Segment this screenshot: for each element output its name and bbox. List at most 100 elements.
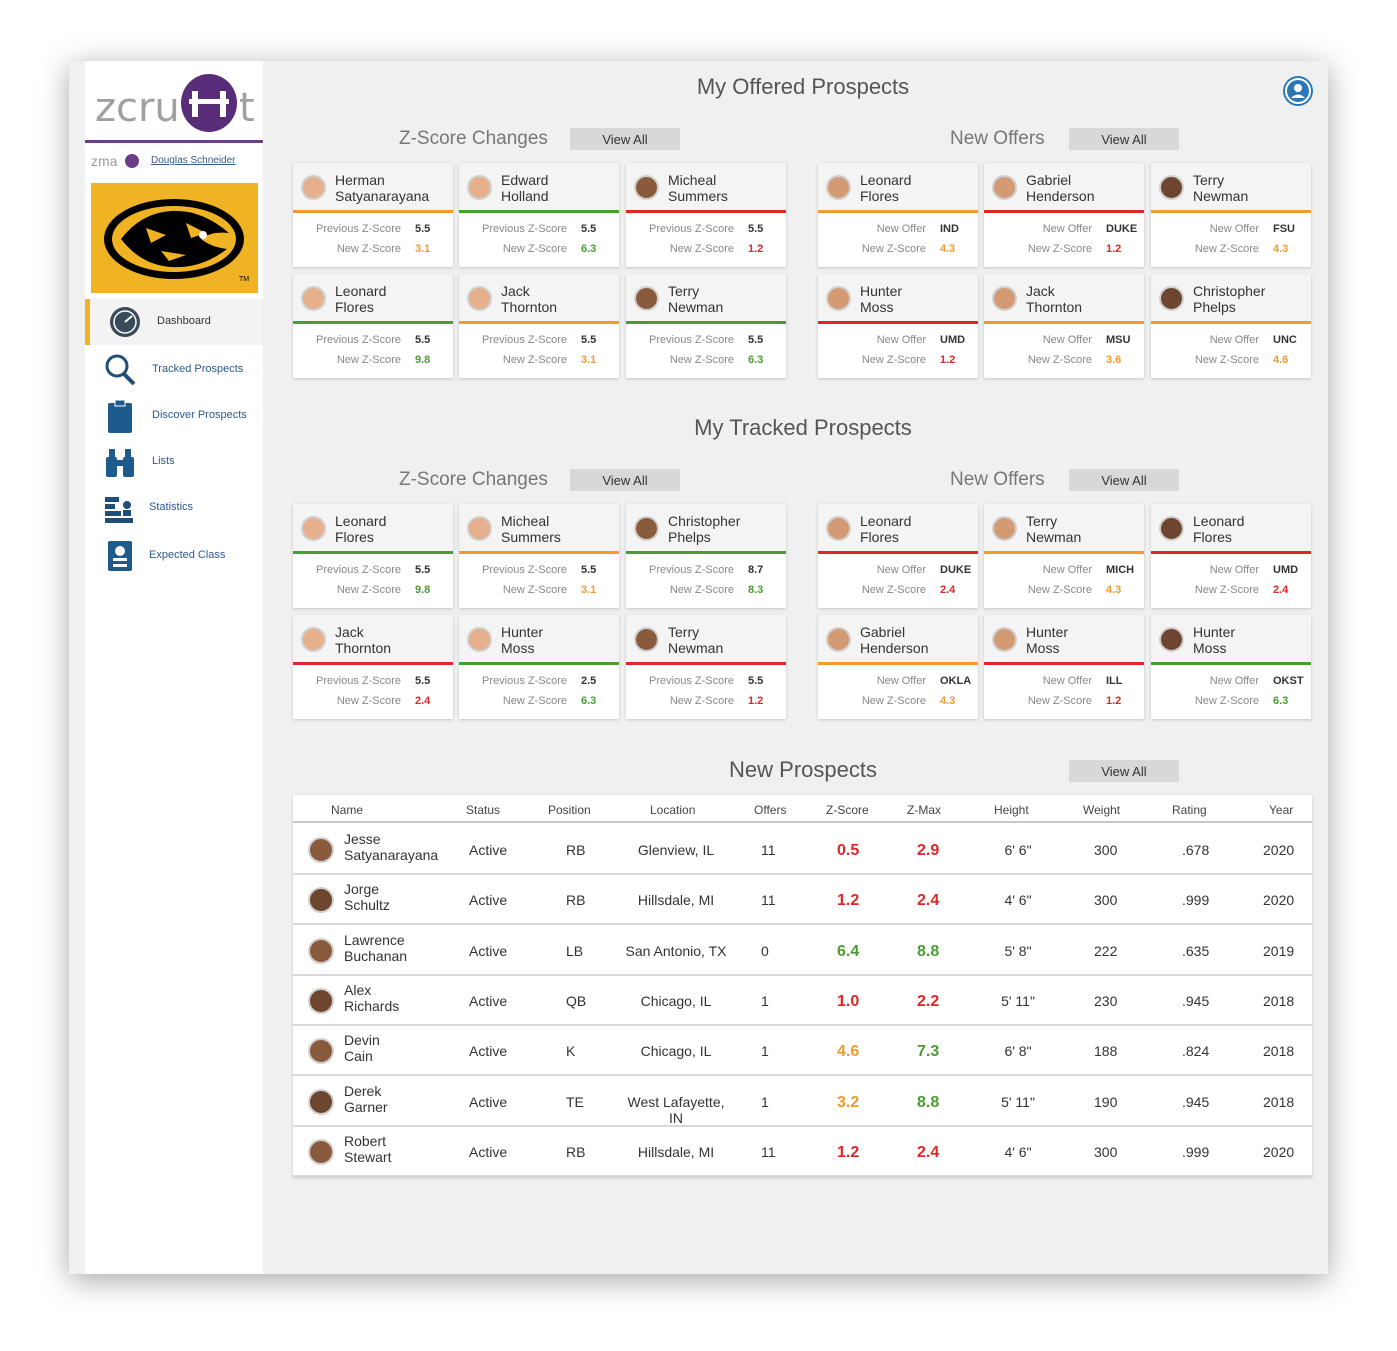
rating-cell: .635 <box>1182 942 1210 959</box>
team-logo-missouri-tiger: TM <box>91 183 258 293</box>
tracked-zscore-view-all-button[interactable]: View All <box>570 469 680 491</box>
offer-card[interactable]: Terry Newman New Offer FSU New Z-Score 4.… <box>1151 163 1311 267</box>
player-name: Jack Thornton <box>335 624 392 656</box>
player-name: Gabriel Henderson <box>1026 172 1095 204</box>
previous-zscore-value: 5.5 <box>581 223 597 235</box>
column-header-year[interactable]: Year <box>1269 803 1294 817</box>
column-header-height[interactable]: Height <box>994 803 1029 817</box>
weight-cell: 222 <box>1094 942 1118 959</box>
zcruit-logo[interactable]: zcruit zcru t <box>93 73 263 135</box>
zscore-card[interactable]: Leonard Flores Previous Z-Score 5.5 New Z… <box>293 274 453 378</box>
nav-lists[interactable]: Lists <box>85 439 263 485</box>
avatar <box>301 175 326 200</box>
column-header-status[interactable]: Status <box>466 803 501 817</box>
offer-card[interactable]: Hunter Moss New Offer OKST New Z-Score 6.… <box>1151 615 1311 719</box>
zscore-card[interactable]: Micheal Summers Previous Z-Score 5.5 New … <box>626 163 786 267</box>
zscore-card[interactable]: Christopher Phelps Previous Z-Score 8.7 N… <box>626 504 786 608</box>
zscore-card[interactable]: Terry Newman Previous Z-Score 5.5 New Z-S… <box>626 274 786 378</box>
zscore-card[interactable]: Herman Satyanarayana Previous Z-Score 5.5… <box>293 163 453 267</box>
new-zscore-value: 1.2 <box>748 695 764 707</box>
offer-card[interactable]: Hunter Moss New Offer UMD New Z-Score 1.2 <box>818 274 978 378</box>
new-offer-school: OKLA <box>940 675 972 687</box>
new-zscore-value: 2.4 <box>1273 584 1289 596</box>
column-header-location[interactable]: Location <box>650 803 696 817</box>
column-header-offers[interactable]: Offers <box>754 803 787 817</box>
card-row-bottom: New Z-Score 1.2 <box>984 695 1144 711</box>
zscore-card[interactable]: Jack Thornton Previous Z-Score 5.5 New Z-… <box>459 274 619 378</box>
player-name: Hunter Moss <box>860 283 903 315</box>
previous-zscore-value: 5.5 <box>415 564 431 576</box>
user-profile-icon[interactable] <box>1283 76 1313 106</box>
location-cell: Chicago, IL <box>640 1043 712 1060</box>
table-row[interactable]: Jorge Schultz Active RB Hillsdale, MI 11 … <box>293 875 1312 926</box>
player-name: Jack Thornton <box>1026 283 1083 315</box>
prospect-name[interactable]: Devin Cain <box>344 1032 380 1065</box>
offered-zscore-view-all-button[interactable]: View All <box>570 128 680 150</box>
row-label: Previous Z-Score <box>649 223 734 235</box>
avatar <box>308 1088 334 1115</box>
rating-cell: .999 <box>1182 892 1210 909</box>
nav-expected-class[interactable]: Expected Class <box>85 533 263 579</box>
card-row-bottom: New Z-Score 4.3 <box>818 695 978 711</box>
column-header-rating[interactable]: Rating <box>1172 803 1207 817</box>
table-row[interactable]: Devin Cain Active K Chicago, IL 1 4.6 7.3… <box>293 1026 1312 1077</box>
table-row[interactable]: Alex Richards Active QB Chicago, IL 1 1.0… <box>293 976 1312 1026</box>
offer-card[interactable]: Christopher Phelps New Offer UNC New Z-Sc… <box>1151 274 1311 378</box>
main-content: My Offered Prospects Z-Score Changes Vie… <box>263 61 1328 1274</box>
nav-dashboard[interactable]: Dashboard <box>85 299 263 345</box>
offer-card[interactable]: Leonard Flores New Offer UMD New Z-Score … <box>1151 504 1311 608</box>
column-header-zscore[interactable]: Z-Score <box>826 803 869 817</box>
user-name-link[interactable]: Douglas Schneider <box>151 155 236 166</box>
zscore-card[interactable]: Micheal Summers Previous Z-Score 5.5 New … <box>459 504 619 608</box>
prospect-name[interactable]: Jorge Schultz <box>344 881 390 914</box>
player-name: Terry Newman <box>668 283 724 315</box>
offer-card[interactable]: Jack Thornton New Offer MSU New Z-Score 3… <box>984 274 1144 378</box>
offer-card[interactable]: Leonard Flores New Offer IND New Z-Score … <box>818 163 978 267</box>
player-name: Hunter Moss <box>1193 624 1236 656</box>
zscore-card[interactable]: Hunter Moss Previous Z-Score 2.5 New Z-Sc… <box>459 615 619 719</box>
new-zscore-value: 9.8 <box>415 354 431 366</box>
table-row[interactable]: Derek Garner Active TE West Lafayette, IN… <box>293 1077 1312 1127</box>
offer-card[interactable]: Terry Newman New Offer MICH New Z-Score 4… <box>984 504 1144 608</box>
prospect-name[interactable]: Lawrence Buchanan <box>344 931 408 964</box>
card-row-top: Previous Z-Score 5.5 <box>459 223 619 239</box>
card-row-bottom: New Z-Score 3.1 <box>293 243 453 259</box>
zma-logo-icon <box>125 154 139 168</box>
table-row[interactable]: Lawrence Buchanan Active LB San Antonio, … <box>293 926 1312 976</box>
table-row[interactable]: Jesse Satyanarayana Active RB Glenview, I… <box>293 825 1312 875</box>
tracked-offers-title: New Offers <box>950 469 1045 490</box>
card-row-top: Previous Z-Score 5.5 <box>459 564 619 580</box>
zscore-card[interactable]: Leonard Flores Previous Z-Score 5.5 New Z… <box>293 504 453 608</box>
row-label: Previous Z-Score <box>316 223 401 235</box>
offer-card[interactable]: Hunter Moss New Offer ILL New Z-Score 1.2 <box>984 615 1144 719</box>
zscore-card[interactable]: Terry Newman Previous Z-Score 5.5 New Z-S… <box>626 615 786 719</box>
year-cell: 2018 <box>1263 1093 1295 1110</box>
prospect-name[interactable]: Alex Richards <box>344 981 400 1014</box>
card-row-bottom: New Z-Score 2.4 <box>1151 584 1311 600</box>
card-row-top: New Offer OKST <box>1151 675 1311 691</box>
height-cell: 5' 11" <box>1001 992 1035 1009</box>
new-prospects-view-all-button[interactable]: View All <box>1069 760 1179 782</box>
prospect-name[interactable]: Derek Garner <box>344 1082 388 1115</box>
column-header-position[interactable]: Position <box>548 803 591 817</box>
svg-text:TM: TM <box>239 276 249 283</box>
table-row[interactable]: Robert Stewart Active RB Hillsdale, MI 11… <box>293 1127 1312 1177</box>
column-header-zmax[interactable]: Z-Max <box>907 803 941 817</box>
offer-card[interactable]: Leonard Flores New Offer DUKE New Z-Score… <box>818 504 978 608</box>
card-row-bottom: New Z-Score 3.1 <box>459 584 619 600</box>
new-zscore-value: 6.3 <box>581 243 597 255</box>
nav-statistics[interactable]: Statistics <box>85 485 263 531</box>
column-header-weight[interactable]: Weight <box>1083 803 1121 817</box>
tracked-offers-view-all-button[interactable]: View All <box>1069 469 1179 491</box>
nav-discover-prospects[interactable]: Discover Prospects <box>85 393 263 439</box>
zscore-card[interactable]: Edward Holland Previous Z-Score 5.5 New Z… <box>459 163 619 267</box>
prospect-name[interactable]: Robert Stewart <box>344 1132 392 1165</box>
nav-tracked-prospects[interactable]: Tracked Prospects <box>85 347 263 393</box>
column-header-name[interactable]: Name <box>331 803 364 817</box>
offer-card[interactable]: Gabriel Henderson New Offer OKLA New Z-Sc… <box>818 615 978 719</box>
offered-offers-view-all-button[interactable]: View All <box>1069 128 1179 150</box>
zscore-card[interactable]: Jack Thornton Previous Z-Score 5.5 New Z-… <box>293 615 453 719</box>
weight-cell: 300 <box>1094 842 1118 858</box>
offer-card[interactable]: Gabriel Henderson New Offer DUKE New Z-Sc… <box>984 163 1144 267</box>
prospect-name[interactable]: Jesse Satyanarayana <box>344 831 439 863</box>
